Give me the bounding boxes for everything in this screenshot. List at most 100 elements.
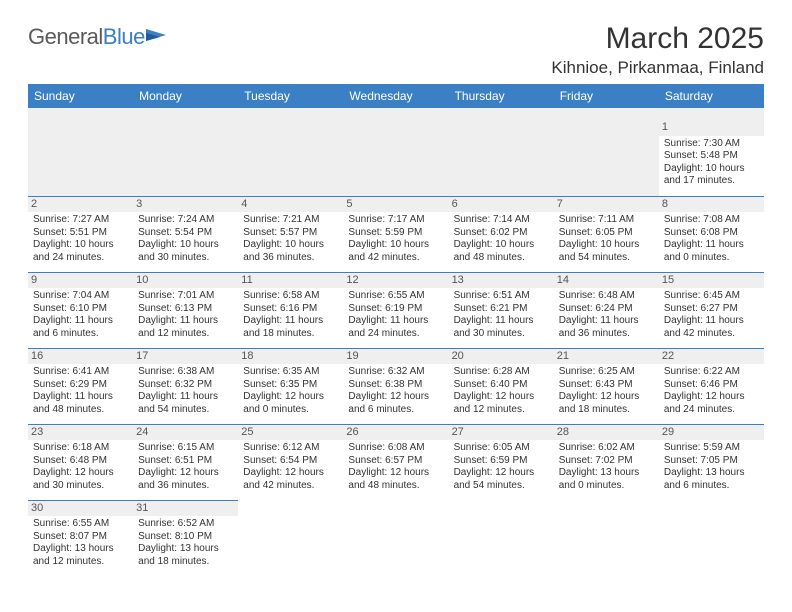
day-number: 15	[659, 273, 764, 289]
sunset-text: Sunset: 6:57 PM	[348, 455, 443, 468]
sunrise-text: Sunrise: 7:17 AM	[348, 214, 443, 227]
sunrise-text: Sunrise: 6:58 AM	[243, 290, 338, 303]
month-title: March 2025	[551, 22, 764, 56]
daylight-text: Daylight: 12 hours	[243, 391, 338, 404]
day-cell: 3Sunrise: 7:24 AMSunset: 5:54 PMDaylight…	[133, 196, 238, 272]
sunrise-text: Sunrise: 6:48 AM	[559, 290, 654, 303]
day-cell	[343, 120, 448, 196]
day-number: 17	[133, 349, 238, 365]
daylight-text: Daylight: 10 hours	[454, 239, 549, 252]
day-number: 23	[28, 425, 133, 441]
day-cell: 14Sunrise: 6:48 AMSunset: 6:24 PMDayligh…	[554, 272, 659, 348]
sunrise-text: Sunrise: 6:41 AM	[33, 366, 128, 379]
day-number: 29	[659, 425, 764, 441]
daylight-text: Daylight: 11 hours	[33, 315, 128, 328]
day-cell: 31Sunrise: 6:52 AMSunset: 8:10 PMDayligh…	[133, 500, 238, 576]
daylight-text: and 36 minutes.	[138, 480, 233, 493]
sunset-text: Sunset: 7:02 PM	[559, 455, 654, 468]
daylight-text: and 54 minutes.	[559, 252, 654, 265]
day-cell: 13Sunrise: 6:51 AMSunset: 6:21 PMDayligh…	[449, 272, 554, 348]
logo-text: GeneralBlue	[28, 24, 145, 50]
daylight-text: and 48 minutes.	[33, 404, 128, 417]
day-number: 6	[449, 197, 554, 213]
sunset-text: Sunset: 6:02 PM	[454, 227, 549, 240]
day-cell	[554, 120, 659, 196]
sunrise-text: Sunrise: 6:32 AM	[348, 366, 443, 379]
day-cell: 22Sunrise: 6:22 AMSunset: 6:46 PMDayligh…	[659, 348, 764, 424]
day-cell	[449, 500, 554, 576]
day-number: 28	[554, 425, 659, 441]
week-row: 16Sunrise: 6:41 AMSunset: 6:29 PMDayligh…	[28, 348, 764, 424]
sunrise-text: Sunrise: 6:18 AM	[33, 442, 128, 455]
sunrise-text: Sunrise: 6:25 AM	[559, 366, 654, 379]
day-cell: 29Sunrise: 5:59 AMSunset: 7:05 PMDayligh…	[659, 424, 764, 500]
day-number: 19	[343, 349, 448, 365]
daylight-text: Daylight: 11 hours	[454, 315, 549, 328]
daylight-text: Daylight: 11 hours	[33, 391, 128, 404]
daylight-text: and 12 minutes.	[33, 556, 128, 569]
day-number: 11	[238, 273, 343, 289]
daylight-text: and 54 minutes.	[454, 480, 549, 493]
day-cell: 8Sunrise: 7:08 AMSunset: 6:08 PMDaylight…	[659, 196, 764, 272]
sunrise-text: Sunrise: 7:27 AM	[33, 214, 128, 227]
daylight-text: Daylight: 11 hours	[138, 315, 233, 328]
daylight-text: Daylight: 12 hours	[243, 467, 338, 480]
daylight-text: Daylight: 11 hours	[664, 315, 759, 328]
day-number: 22	[659, 349, 764, 365]
day-number: 27	[449, 425, 554, 441]
day-number: 21	[554, 349, 659, 365]
day-cell: 30Sunrise: 6:55 AMSunset: 8:07 PMDayligh…	[28, 500, 133, 576]
sunrise-text: Sunrise: 7:14 AM	[454, 214, 549, 227]
sunrise-text: Sunrise: 6:38 AM	[138, 366, 233, 379]
day-number: 18	[238, 349, 343, 365]
blank-cell	[238, 108, 343, 120]
logo-part2: Blue	[103, 24, 145, 49]
daylight-text: and 42 minutes.	[348, 252, 443, 265]
daylight-text: Daylight: 13 hours	[559, 467, 654, 480]
daylight-text: Daylight: 11 hours	[559, 315, 654, 328]
daylight-text: and 36 minutes.	[559, 328, 654, 341]
day-cell: 1Sunrise: 7:30 AMSunset: 5:48 PMDaylight…	[659, 120, 764, 196]
sunset-text: Sunset: 5:54 PM	[138, 227, 233, 240]
sunset-text: Sunset: 6:24 PM	[559, 303, 654, 316]
sunrise-text: Sunrise: 6:15 AM	[138, 442, 233, 455]
week-row: 1Sunrise: 7:30 AMSunset: 5:48 PMDaylight…	[28, 120, 764, 196]
sunset-text: Sunset: 6:35 PM	[243, 379, 338, 392]
logo-part1: General	[28, 24, 103, 49]
day-cell	[238, 120, 343, 196]
week-row: 2Sunrise: 7:27 AMSunset: 5:51 PMDaylight…	[28, 196, 764, 272]
sunset-text: Sunset: 5:48 PM	[664, 150, 759, 163]
daylight-text: Daylight: 10 hours	[243, 239, 338, 252]
sunset-text: Sunset: 6:19 PM	[348, 303, 443, 316]
sunset-text: Sunset: 6:51 PM	[138, 455, 233, 468]
sunset-text: Sunset: 6:38 PM	[348, 379, 443, 392]
sunset-text: Sunset: 8:10 PM	[138, 531, 233, 544]
sunrise-text: Sunrise: 7:30 AM	[664, 138, 759, 151]
day-cell: 4Sunrise: 7:21 AMSunset: 5:57 PMDaylight…	[238, 196, 343, 272]
day-cell: 16Sunrise: 6:41 AMSunset: 6:29 PMDayligh…	[28, 348, 133, 424]
day-header: Sunday	[28, 84, 133, 108]
day-cell: 19Sunrise: 6:32 AMSunset: 6:38 PMDayligh…	[343, 348, 448, 424]
day-cell	[343, 500, 448, 576]
sunrise-text: Sunrise: 6:51 AM	[454, 290, 549, 303]
sunset-text: Sunset: 6:08 PM	[664, 227, 759, 240]
day-header: Tuesday	[238, 84, 343, 108]
daylight-text: Daylight: 12 hours	[454, 391, 549, 404]
day-cell	[28, 120, 133, 196]
day-number: 20	[449, 349, 554, 365]
daylight-text: and 42 minutes.	[243, 480, 338, 493]
daylight-text: Daylight: 10 hours	[348, 239, 443, 252]
daylight-text: Daylight: 12 hours	[664, 391, 759, 404]
day-cell: 7Sunrise: 7:11 AMSunset: 6:05 PMDaylight…	[554, 196, 659, 272]
sunrise-text: Sunrise: 6:55 AM	[33, 518, 128, 531]
day-number: 25	[238, 425, 343, 441]
daylight-text: Daylight: 12 hours	[454, 467, 549, 480]
daylight-text: Daylight: 10 hours	[664, 163, 759, 176]
day-cell: 15Sunrise: 6:45 AMSunset: 6:27 PMDayligh…	[659, 272, 764, 348]
blank-row	[28, 108, 764, 120]
daylight-text: Daylight: 10 hours	[559, 239, 654, 252]
sunrise-text: Sunrise: 7:01 AM	[138, 290, 233, 303]
day-number: 4	[238, 197, 343, 213]
daylight-text: and 12 minutes.	[138, 328, 233, 341]
blank-cell	[449, 108, 554, 120]
